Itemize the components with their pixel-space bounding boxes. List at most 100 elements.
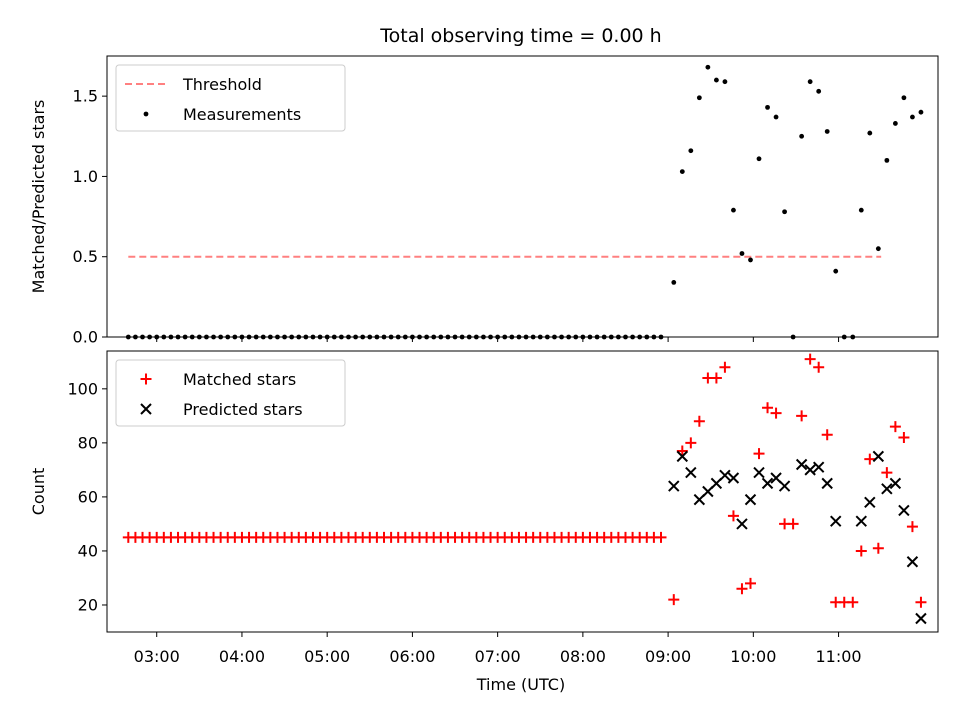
measurements-point [445,334,451,340]
x-tick-label: 03:00 [134,647,180,666]
x-tick-label: 07:00 [475,647,521,666]
measurements-point [884,157,890,163]
ratio-legend: Threshold Measurements [115,64,346,132]
measurements-point [204,334,209,340]
measurements-point [324,334,330,340]
measurements-point [133,334,138,340]
measurements-point [260,334,266,340]
measurements-point [502,334,508,340]
count-legend-box [115,359,346,427]
measurements-point [601,334,607,340]
measurements-point [773,114,779,120]
measurements-point [147,334,153,340]
measurements-point [140,334,145,340]
x-tick-label: 11:00 [816,647,862,666]
measurements-point [473,334,479,340]
matched-stars-point [847,596,859,608]
measurements-point [544,334,550,340]
measurements-point [516,334,522,340]
measurements-point [509,334,515,340]
predicted-stars-point [761,477,774,490]
measurements-point [587,334,593,340]
measurements-point [892,121,898,126]
measurements-point [161,334,167,340]
measurements-point [765,104,770,110]
predicted-stars-point [685,466,697,479]
measurements-point [282,334,287,340]
predicted-stars-point [719,469,731,481]
matched-stars-point [710,372,722,384]
measurements-point [580,334,586,340]
predicted-stars-point [795,458,808,471]
matched-stars-point [744,577,756,589]
matched-stars-point [655,531,667,543]
predicted-stars-point [753,466,765,479]
measurements-point [175,334,181,340]
matched-stars-point [821,429,833,441]
ratio-y-tick-label: 1.5 [73,87,98,106]
measurements-point [651,334,657,340]
predicted-stars-point [778,480,791,492]
x-tick-label: 09:00 [645,647,691,666]
measurements-point [566,334,572,340]
predicted-stars-point [668,480,680,492]
ratio-y-tick-label: 0.5 [73,247,98,266]
measurements-point [246,334,252,340]
measurements-point [696,95,702,101]
measurements-point [424,334,430,340]
measurements-point [267,334,273,340]
ratio-y-tick-label: 1.0 [73,167,98,186]
matched-stars-point [906,521,918,533]
legend-label: Measurements [183,105,301,124]
measurements-point [296,334,302,340]
measurements-point [211,334,216,340]
matched-stars-point [796,410,808,422]
measurements-point [218,334,224,340]
measurements-point [824,129,830,134]
legend-swatch [140,403,152,415]
matched-stars-point [693,415,705,427]
measurements-point [901,95,907,101]
measurements-point [644,334,650,340]
chart-title: Total observing time = 0.00 h [379,25,661,47]
measurements-point [615,334,621,340]
count-y-tick-label: 100 [67,379,98,398]
measurements-point [608,334,614,340]
measurements-point [232,334,238,340]
x-tick-label: 04:00 [219,647,265,666]
measurements-point [875,246,881,252]
predicted-stars-point [898,504,910,517]
measurements-point [850,334,856,340]
measurements-point [523,334,529,340]
measurements-point [756,156,762,162]
predicted-stars-point [881,483,893,495]
ratio-legend-box [115,64,346,132]
measurements-point [722,79,728,85]
measurements-point [790,334,796,340]
measurements-point [488,334,493,340]
measurements-point [918,109,924,115]
measurements-point [466,334,472,340]
measurements-point [537,334,543,340]
measurements-point [410,334,415,340]
measurements-point [594,334,600,340]
measurements-point [417,334,422,340]
legend-swatch [140,373,152,385]
measurements-point [338,334,344,340]
measurements-point [782,209,787,215]
measurements-point [858,207,864,213]
predicted-stars-point [744,493,757,506]
count-y-tick-label: 40 [78,541,98,560]
measurements-point [731,207,736,213]
matched-stars-point [668,594,680,606]
count-axes-frame [106,350,939,633]
matched-stars-point [864,453,876,465]
matched-stars-point [770,407,782,419]
measurements-point [374,334,380,340]
count-y-tick-label: 20 [78,595,98,614]
measurements-point [459,334,465,340]
measurements-point [552,334,557,340]
matched-stars-point [804,353,816,365]
matched-stars-point [727,510,739,522]
matched-stars-point [676,445,688,457]
